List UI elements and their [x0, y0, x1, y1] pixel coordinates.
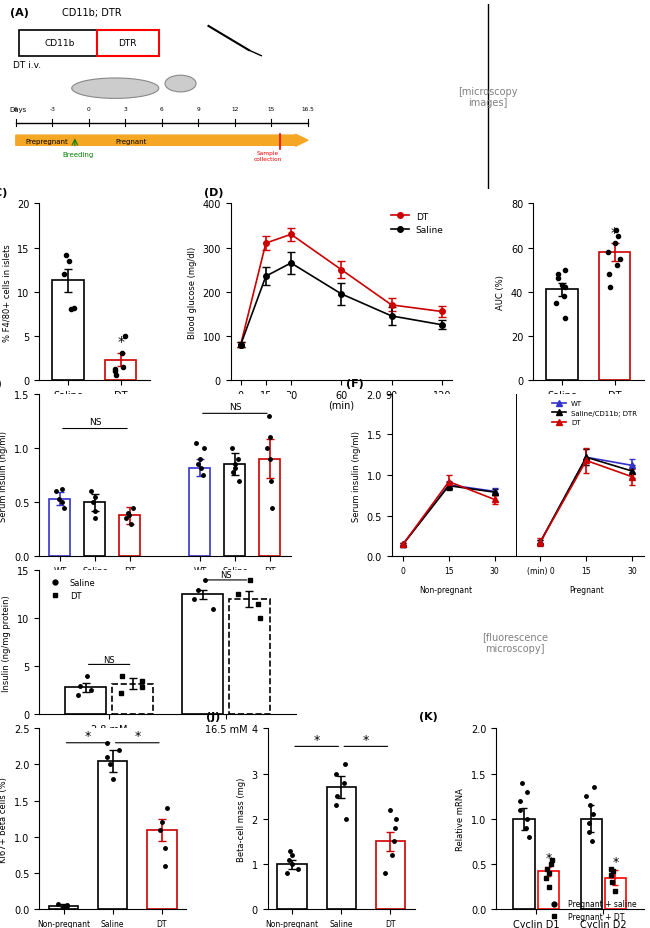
Bar [189, 468, 211, 557]
Text: (E): (E) [0, 379, 1, 388]
Text: *: * [611, 226, 618, 240]
Legend: DT, Saline: DT, Saline [387, 209, 447, 238]
Text: DT i.v.: DT i.v. [13, 60, 41, 70]
Bar [182, 595, 223, 715]
Text: NS: NS [88, 418, 101, 427]
Text: 0: 0 [87, 107, 91, 111]
Bar [376, 842, 405, 909]
Text: Pregnant: Pregnant [569, 586, 604, 595]
Text: (B): (B) [336, 8, 354, 19]
Text: Pregnant + DT: Pregnant + DT [538, 175, 600, 185]
FancyArrow shape [16, 135, 308, 147]
Bar [112, 684, 153, 715]
Text: *: * [612, 855, 619, 868]
Legend: WT, Saline/CD11b; DTR, DT: WT, Saline/CD11b; DTR, DT [549, 398, 640, 429]
Text: *: * [363, 733, 369, 746]
Text: *: * [134, 729, 140, 742]
Text: Sample
collection: Sample collection [254, 150, 281, 161]
FancyBboxPatch shape [97, 31, 159, 57]
Y-axis label: % F4/80+ cells in islets: % F4/80+ cells in islets [3, 243, 11, 342]
Text: CD11b; DTR: CD11b; DTR [62, 8, 122, 19]
Text: 6: 6 [160, 107, 164, 111]
Legend: Pregnant + saline, Pregnant + DT: Pregnant + saline, Pregnant + DT [543, 896, 640, 924]
Text: *: * [313, 733, 320, 746]
Text: Pregnant: Pregnant [115, 138, 147, 145]
Text: *: * [545, 852, 551, 865]
Text: (F): (F) [346, 379, 364, 388]
Y-axis label: Insulin (ng/mg protein): Insulin (ng/mg protein) [3, 594, 11, 691]
Text: (D): (D) [204, 187, 224, 198]
Bar [538, 871, 559, 909]
Bar [105, 360, 136, 380]
Text: -6: -6 [13, 107, 19, 111]
Text: Pregnant + saline: Pregnant + saline [376, 175, 451, 185]
Bar [49, 906, 78, 909]
Bar [49, 499, 70, 557]
Text: -3: -3 [49, 107, 55, 111]
Bar [229, 599, 270, 715]
Bar [224, 465, 246, 557]
Text: CD11b; DTR: CD11b; DTR [214, 587, 256, 594]
Y-axis label: Blood glucose (mg/dl): Blood glucose (mg/dl) [188, 246, 197, 339]
Bar [546, 290, 578, 380]
Bar [84, 503, 105, 557]
Ellipse shape [72, 79, 159, 99]
Y-axis label: AUC (%): AUC (%) [496, 275, 505, 310]
Text: Pregnant+DT: Pregnant+DT [574, 703, 621, 710]
Text: (H): (H) [389, 574, 408, 584]
Text: Non-pregnant: Non-pregnant [419, 586, 473, 595]
FancyBboxPatch shape [19, 31, 99, 57]
Bar [120, 516, 140, 557]
Text: [microscopy
images]: [microscopy images] [458, 86, 518, 109]
Y-axis label: Relative mRNA: Relative mRNA [456, 788, 465, 850]
Text: Days: Days [10, 108, 27, 113]
Text: 3: 3 [124, 107, 127, 111]
Bar [98, 761, 127, 909]
Text: *: * [85, 729, 91, 742]
Bar [326, 787, 356, 909]
Bar [259, 459, 280, 557]
Text: (A): (A) [10, 8, 29, 19]
Text: (K): (K) [419, 712, 438, 721]
Text: [fluorescence
microscopy]: [fluorescence microscopy] [482, 632, 548, 653]
Text: Prepregnant: Prepregnant [25, 138, 68, 145]
Text: CD11b: CD11b [44, 39, 75, 48]
Text: 15: 15 [268, 107, 275, 111]
Text: Pregnant + saline: Pregnant + saline [484, 703, 546, 710]
Bar [52, 281, 84, 380]
Text: CD11b; DTR: CD11b; DTR [74, 587, 116, 594]
Text: *: * [117, 335, 124, 349]
Text: NS: NS [229, 403, 241, 411]
Y-axis label: Serum insulin (ng/ml): Serum insulin (ng/ml) [352, 431, 361, 521]
X-axis label: (min): (min) [328, 400, 354, 410]
Text: 16.5: 16.5 [302, 107, 315, 111]
Bar [514, 819, 535, 909]
Y-axis label: Beta-cell mass (mg): Beta-cell mass (mg) [237, 777, 246, 861]
Text: Breeding: Breeding [62, 152, 94, 158]
Text: Non-pregnant: Non-pregnant [396, 703, 444, 710]
Bar [65, 688, 106, 715]
Text: (C): (C) [0, 187, 8, 198]
Bar [147, 830, 177, 909]
Text: 9: 9 [196, 107, 200, 111]
Text: DTR: DTR [118, 39, 137, 48]
Y-axis label: Ki67+ beta cells (%): Ki67+ beta cells (%) [0, 776, 8, 862]
Text: (J): (J) [205, 712, 220, 721]
Bar [278, 864, 307, 909]
Text: NS: NS [103, 655, 115, 664]
Legend: Saline, DT: Saline, DT [43, 574, 99, 604]
Bar [599, 252, 630, 380]
Text: F4/80  Insulin  DAPI: F4/80 Insulin DAPI [318, 67, 323, 128]
Text: Non-pregnant: Non-pregnant [68, 618, 122, 627]
Text: NS: NS [220, 571, 232, 579]
Ellipse shape [165, 76, 196, 93]
Text: 12: 12 [231, 107, 239, 111]
Text: Pregnant: Pregnant [218, 618, 252, 627]
Bar [604, 878, 626, 909]
Bar [580, 819, 602, 909]
Y-axis label: Serum insulin (ng/ml): Serum insulin (ng/ml) [0, 431, 8, 521]
